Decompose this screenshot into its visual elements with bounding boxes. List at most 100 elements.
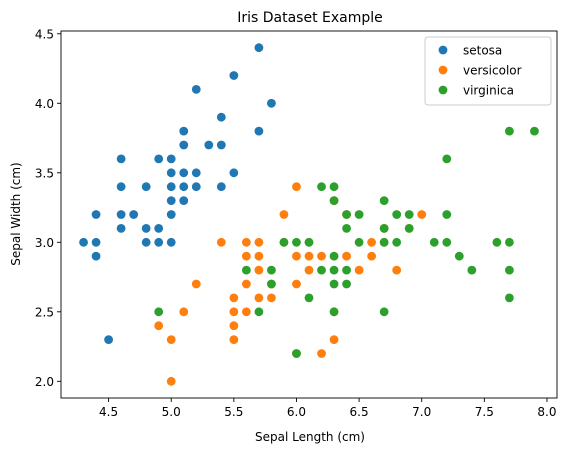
data-point-setosa (267, 98, 276, 108)
legend-marker-virginica (438, 85, 448, 95)
legend-label-versicolor: versicolor (463, 64, 522, 78)
data-point-setosa (179, 168, 189, 178)
data-point-virginica (404, 224, 414, 233)
data-point-setosa (254, 126, 264, 136)
data-point-versicolor (241, 237, 251, 247)
data-point-virginica (354, 237, 364, 247)
data-point-virginica (292, 349, 301, 358)
data-point-virginica (404, 210, 414, 219)
data-point-setosa (216, 112, 226, 122)
legend-label-setosa: setosa (463, 44, 502, 58)
data-point-setosa (116, 182, 126, 192)
data-point-setosa (116, 210, 126, 219)
x-tick-label: 7.0 (412, 405, 431, 419)
data-point-versicolor (267, 293, 276, 303)
chart-title: Iris Dataset Example (237, 10, 383, 26)
y-axis-label: Sepal Width (cm) (9, 162, 23, 265)
data-point-versicolor (229, 293, 239, 303)
data-point-versicolor (254, 265, 264, 275)
data-point-setosa (166, 168, 176, 178)
data-point-setosa (91, 251, 101, 261)
data-point-setosa (129, 210, 139, 219)
data-point-versicolor (241, 307, 251, 317)
data-point-setosa (166, 237, 176, 247)
data-point-virginica (505, 126, 514, 136)
legend-marker-versicolor (438, 65, 448, 75)
data-point-setosa (229, 71, 239, 80)
axes-frame (60, 30, 558, 399)
data-point-virginica (329, 279, 339, 289)
data-point-virginica (467, 265, 477, 275)
data-point-virginica (392, 210, 402, 219)
x-tick-label: 7.5 (475, 405, 494, 419)
data-point-setosa (104, 335, 113, 345)
data-point-versicolor (342, 251, 351, 261)
data-point-versicolor (392, 265, 402, 275)
data-point-setosa (254, 43, 264, 53)
data-point-setosa (179, 140, 189, 150)
data-point-virginica (317, 265, 326, 275)
data-point-versicolor (329, 335, 339, 345)
data-point-versicolor (241, 251, 251, 261)
data-point-virginica (392, 237, 402, 247)
data-point-versicolor (166, 376, 176, 386)
x-tick-label: 4.5 (99, 405, 118, 419)
axes: 4.5 5.0 5.5 6.0 6.5 7.0 7.5 8.0 2.0 2.5 3.0 3.5 4.0 4… (35, 27, 558, 419)
data-point-virginica (279, 237, 289, 247)
data-point-setosa (154, 224, 164, 233)
data-point-virginica (454, 251, 464, 261)
data-point-setosa (229, 168, 239, 178)
data-point-virginica (530, 126, 539, 136)
data-point-versicolor (317, 251, 326, 261)
data-point-versicolor (229, 335, 239, 345)
data-point-virginica (505, 237, 514, 247)
data-point-versicolor (292, 182, 301, 192)
data-point-virginica (379, 307, 389, 317)
data-point-setosa (166, 182, 176, 192)
data-point-setosa (91, 210, 101, 219)
data-point-setosa (204, 140, 214, 150)
data-point-virginica (304, 293, 314, 303)
y-tick-label: 3.0 (35, 236, 54, 250)
y-tick-label: 2.5 (35, 305, 54, 319)
series-setosa (79, 43, 276, 345)
data-point-setosa (116, 224, 126, 233)
x-axis-label: Sepal Length (cm) (255, 430, 365, 444)
data-point-versicolor (417, 210, 427, 219)
data-point-setosa (141, 237, 151, 247)
data-point-virginica (317, 182, 326, 192)
data-point-virginica (329, 251, 339, 261)
data-point-setosa (166, 196, 176, 206)
data-point-versicolor (304, 251, 314, 261)
x-tick-label: 5.0 (162, 405, 181, 419)
data-point-versicolor (292, 279, 301, 289)
data-point-virginica (442, 237, 452, 247)
data-point-virginica (342, 224, 351, 233)
data-point-virginica (379, 224, 389, 233)
y-tick-label: 4.5 (35, 27, 54, 41)
y-tick-label: 4.0 (35, 97, 54, 111)
data-point-virginica (304, 237, 314, 247)
data-point-versicolor (166, 335, 176, 345)
data-point-virginica (154, 307, 164, 317)
data-point-virginica (442, 210, 452, 219)
data-point-versicolor (292, 251, 301, 261)
data-point-versicolor (304, 265, 314, 275)
data-point-virginica (267, 279, 276, 289)
data-point-versicolor (154, 321, 164, 331)
data-point-versicolor (241, 279, 251, 289)
data-point-virginica (292, 237, 301, 247)
data-point-virginica (342, 210, 351, 219)
data-point-virginica (329, 307, 339, 317)
legend: setosa versicolor virginica (424, 36, 552, 106)
data-point-virginica (505, 293, 514, 303)
legend-box (424, 36, 552, 106)
data-point-virginica (241, 265, 251, 275)
data-point-setosa (179, 182, 189, 192)
data-point-setosa (154, 237, 164, 247)
data-point-versicolor (229, 321, 239, 331)
data-point-setosa (166, 154, 176, 164)
data-point-virginica (505, 265, 514, 275)
data-point-virginica (254, 307, 264, 317)
